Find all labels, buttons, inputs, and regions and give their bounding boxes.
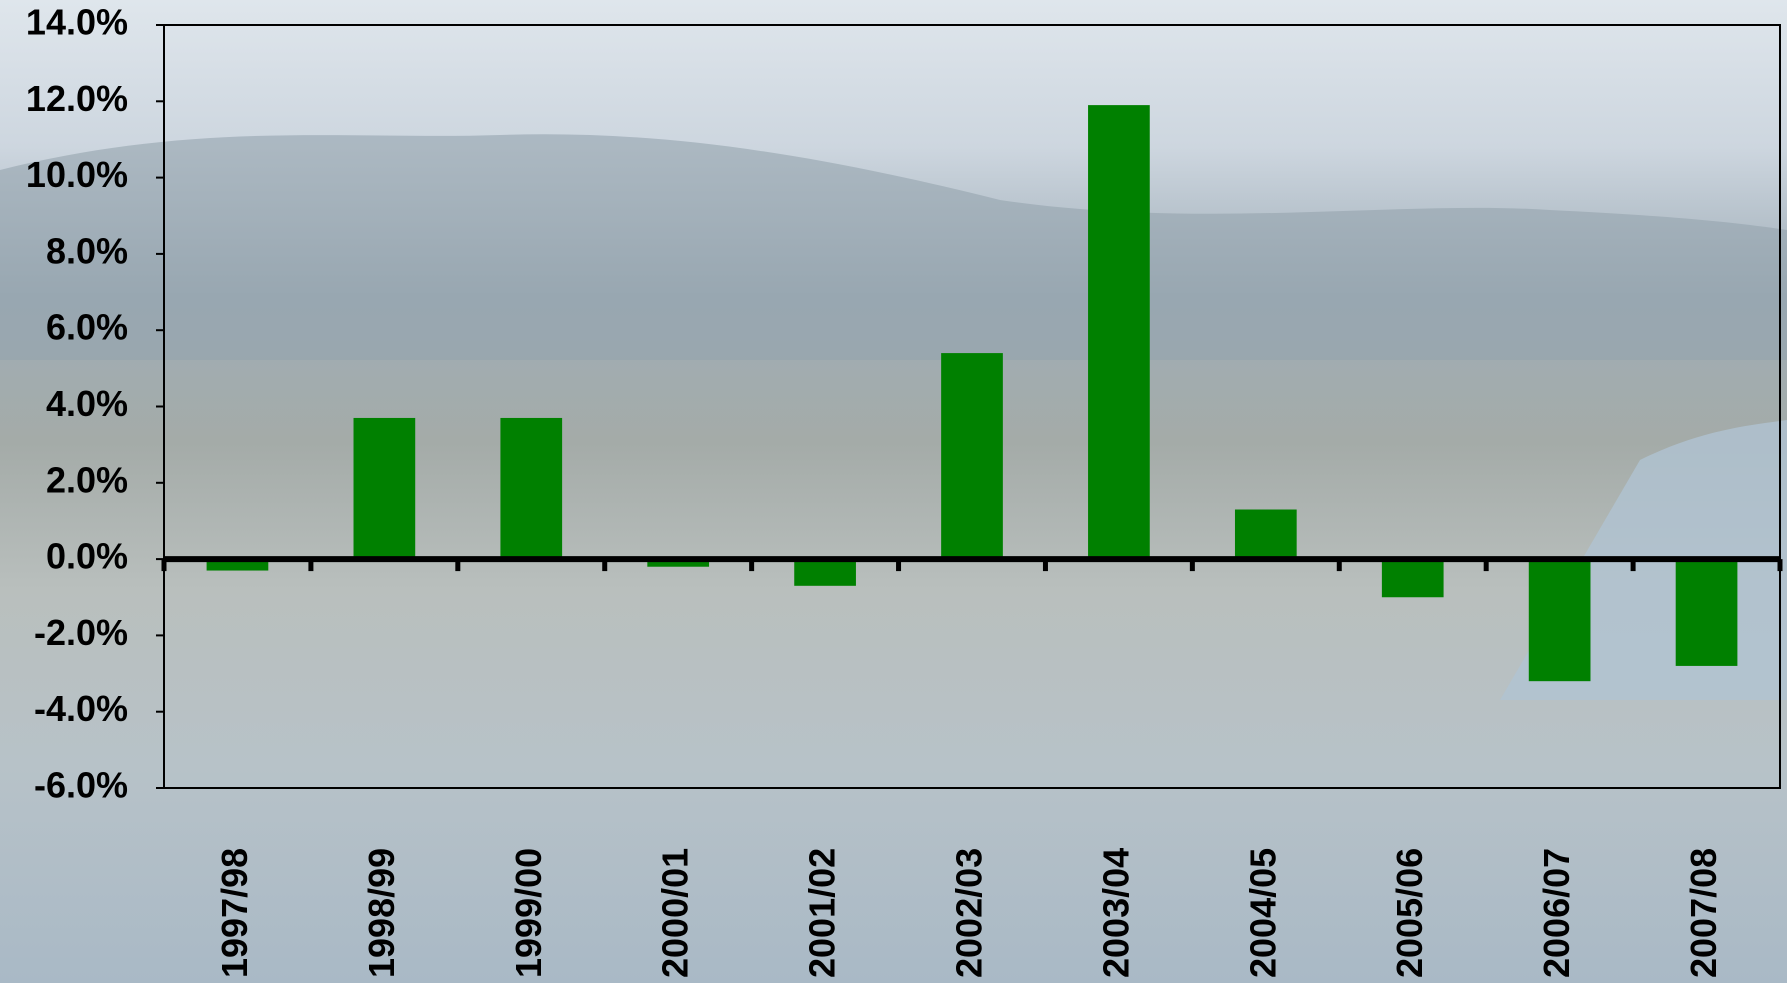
y-tick-label: -2.0% xyxy=(34,612,128,653)
y-tick-label: -4.0% xyxy=(34,688,128,729)
y-tick-label: -6.0% xyxy=(34,765,128,806)
bar xyxy=(354,418,416,559)
x-tick-label: 2001/02 xyxy=(802,848,843,978)
bar xyxy=(794,559,856,586)
x-tick-label: 2007/08 xyxy=(1683,848,1724,978)
x-tick-label: 1999/00 xyxy=(508,848,549,978)
y-tick-label: 0.0% xyxy=(46,536,128,577)
bar xyxy=(1529,559,1591,681)
page: -6.0% -4.0% -2.0% 0.0% 2.0% 4.0% 6.0% 8.0% 10.0%… xyxy=(0,0,1787,983)
y-tick-label: 12.0% xyxy=(26,78,128,119)
x-tick-label: 2006/07 xyxy=(1536,848,1577,978)
x-tick-label: 2005/06 xyxy=(1389,848,1430,978)
x-tick-label: 2002/03 xyxy=(949,848,990,978)
y-tick-label: 10.0% xyxy=(26,154,128,195)
x-tick-label: 2000/01 xyxy=(655,848,696,978)
y-tick-label: 14.0% xyxy=(26,2,128,43)
y-tick-label: 8.0% xyxy=(46,230,128,271)
x-tick-label: 2003/04 xyxy=(1095,848,1136,978)
bar xyxy=(500,418,562,559)
x-tick-label: 2004/05 xyxy=(1242,848,1283,978)
chart: -6.0% -4.0% -2.0% 0.0% 2.0% 4.0% 6.0% 8.0% 10.0%… xyxy=(0,0,1787,983)
bar xyxy=(1676,559,1738,666)
bar xyxy=(1088,105,1150,559)
x-tick-label: 1998/99 xyxy=(361,848,402,978)
bar xyxy=(941,353,1003,559)
x-tick-label: 1997/98 xyxy=(214,848,255,978)
bar xyxy=(1382,559,1444,597)
bar xyxy=(1235,510,1297,560)
y-tick-label: 2.0% xyxy=(46,459,128,500)
y-tick-label: 6.0% xyxy=(46,307,128,348)
y-tick-label: 4.0% xyxy=(46,383,128,424)
